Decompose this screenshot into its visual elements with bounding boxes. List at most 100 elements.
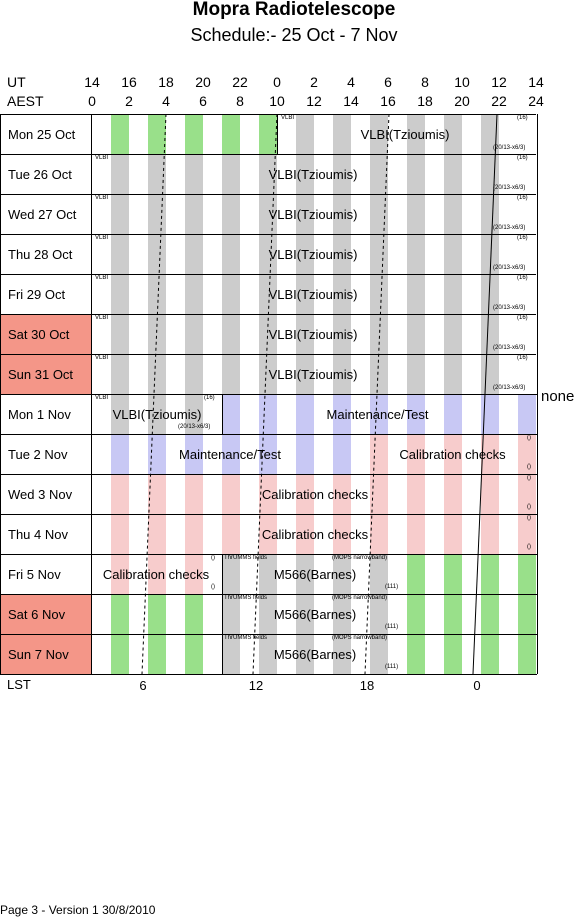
time-slot: [147, 274, 166, 314]
time-slot: [221, 634, 240, 674]
time-slot: [517, 434, 536, 474]
time-slot: [443, 554, 462, 594]
time-slot: [443, 394, 462, 434]
block-calibration: Calibration checks: [102, 567, 210, 582]
block-empty-note: (): [527, 435, 531, 441]
aest-tick: 20: [454, 93, 470, 109]
block-empty-note: (): [527, 515, 531, 521]
block-thrumms: ThrUMMS fields: [224, 635, 268, 641]
grid-edge: [537, 394, 538, 674]
time-slot: [406, 394, 425, 434]
time-slot: [147, 634, 166, 674]
block-code: (20/13-x6/3): [493, 265, 526, 271]
time-slot: [517, 554, 536, 594]
time-slot: [369, 554, 388, 594]
time-slot: [517, 394, 536, 434]
time-slot: [221, 274, 240, 314]
day-label: Sat 6 Nov: [1, 595, 91, 634]
time-slot: [406, 354, 425, 394]
time-slot: [110, 114, 129, 154]
block-vlbi: VLBI(Tzioumis): [268, 207, 358, 222]
block-note: (16): [204, 395, 215, 401]
time-slot: [258, 474, 277, 514]
time-slot: [258, 594, 277, 634]
time-slot: [258, 634, 277, 674]
time-slot: [147, 594, 166, 634]
block-empty-note: (): [527, 464, 531, 470]
aest-tick: 0: [88, 93, 96, 109]
time-slot: [184, 594, 203, 634]
lst-tick: 12: [248, 678, 264, 693]
block-code: (20/13-x6/3): [493, 385, 526, 391]
time-slot: [332, 274, 351, 314]
day-label: Sun 31 Oct: [1, 355, 91, 394]
block-calibration: Calibration checks: [399, 447, 506, 462]
time-slot: [258, 554, 277, 594]
time-slot: [369, 154, 388, 194]
day-label: Fri 29 Oct: [8, 287, 66, 302]
day-label: Thu 4 Nov: [8, 527, 68, 542]
day-label: Sun 7 Nov: [1, 635, 91, 674]
time-slot: [184, 394, 203, 434]
aest-tick: 2: [125, 93, 133, 109]
side-note: none: [541, 388, 575, 405]
time-slot: [295, 194, 314, 234]
time-slot: [369, 114, 388, 154]
time-slot: [184, 194, 203, 234]
time-slot: [480, 594, 499, 634]
day-label: Tue 26 Oct: [8, 167, 72, 182]
row-divider: [0, 434, 537, 435]
time-slot: [332, 434, 351, 474]
time-slot: [258, 394, 277, 434]
time-slot: [443, 234, 462, 274]
time-slot: [221, 594, 240, 634]
time-slot: [369, 514, 388, 554]
block-empty-note: (): [527, 544, 531, 550]
ut-tick: 10: [454, 74, 470, 90]
time-slot: [221, 394, 240, 434]
row-divider: [0, 194, 536, 195]
block-vlbi-tiny: VLBI: [95, 235, 109, 241]
ut-tick: 8: [421, 74, 429, 90]
time-slot: [110, 354, 129, 394]
row-divider: [0, 354, 536, 355]
ut-tick: 0: [273, 74, 281, 90]
block-vlbi: VLBI(Tzioumis): [360, 127, 450, 142]
time-slot: [147, 394, 166, 434]
time-slot: [443, 194, 462, 234]
block-empty-note: (): [527, 475, 531, 481]
day-label: Sat 30 Oct: [1, 315, 91, 354]
time-slot: [258, 354, 277, 394]
block-vlbi-tiny: VLBI: [281, 115, 295, 121]
day-label: Fri 5 Nov: [8, 567, 61, 582]
time-slot: [147, 354, 166, 394]
ut-tick: 14: [84, 74, 100, 90]
day-label: Mon 1 Nov: [8, 407, 71, 422]
block-note: (16): [517, 315, 528, 321]
time-slot: [406, 314, 425, 354]
time-slot: [517, 594, 536, 634]
block-note: (16): [517, 275, 528, 281]
lst-tick: 18: [359, 678, 375, 693]
time-slot: [332, 474, 351, 514]
time-slot: [332, 354, 351, 394]
time-slot: [332, 314, 351, 354]
time-slot: [110, 314, 129, 354]
grid-edge: [91, 114, 92, 674]
time-slot: [332, 114, 351, 154]
time-slot: [110, 394, 129, 434]
time-slot: [147, 154, 166, 194]
block-mops: (MOPS narrowband): [332, 555, 388, 561]
block-vlbi-tiny: VLBI: [95, 395, 109, 401]
time-slot: [480, 114, 499, 154]
time-slot: [369, 194, 388, 234]
block-vlbi: VLBI(Tzioumis): [268, 327, 358, 342]
block-empty-note: (): [527, 504, 531, 510]
time-slot: [332, 194, 351, 234]
time-slot: [443, 634, 462, 674]
time-slot: [110, 234, 129, 274]
aest-tick: 14: [343, 93, 359, 109]
block-empty-note: (): [211, 555, 215, 561]
block-note: (16): [517, 115, 528, 121]
